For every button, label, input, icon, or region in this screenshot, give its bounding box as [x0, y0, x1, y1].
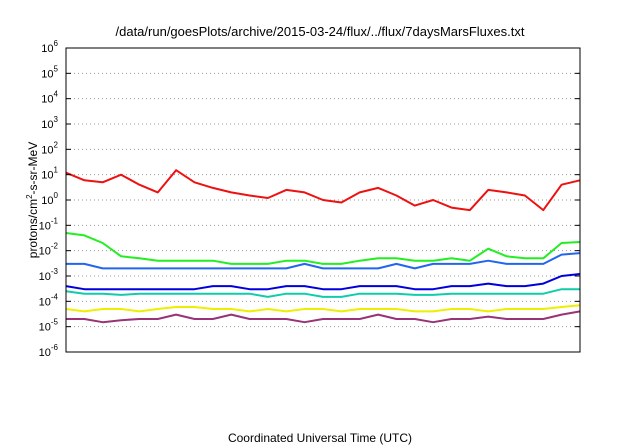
- y-tick-label: 102: [41, 140, 58, 156]
- series-line-5: [65, 288, 580, 298]
- y-axis-ticks: 10-6 10-5 10-4 10-3 10-2 10-1 100 101 102 103 104 1…: [39, 39, 580, 359]
- y-axis-label: protons/cm2-s-sr-MeV: [25, 142, 40, 258]
- y-tick-label: 104: [41, 90, 58, 106]
- series-line-2: [65, 232, 581, 265]
- series-line-3: [66, 252, 581, 270]
- series-line-7: [66, 310, 581, 324]
- chart-title: /data/run/goesPlots/archive/2015-03-24/f…: [116, 24, 525, 39]
- series-line-4: [65, 273, 581, 291]
- y-tick-label: 10-1: [39, 216, 59, 232]
- series-line-1: [65, 169, 581, 212]
- x-axis-label: Coordinated Universal Time (UTC): [228, 431, 412, 445]
- y-tick-label: 100: [41, 191, 58, 207]
- series-group: [65, 169, 581, 324]
- y-tick-label: 10-2: [39, 242, 59, 258]
- y-tick-label: 103: [41, 115, 58, 131]
- series-line-6: [65, 304, 581, 313]
- y-tick-label: 105: [41, 64, 58, 80]
- y-tick-label: 101: [41, 166, 58, 182]
- y-tick-label: 10-3: [39, 267, 59, 283]
- y-tick-label: 10-6: [39, 343, 59, 359]
- y-tick-label: 106: [41, 39, 58, 55]
- y-tick-label: 10-4: [39, 292, 59, 308]
- grid-lines: [66, 72, 580, 328]
- y-tick-label: 10-5: [39, 318, 59, 334]
